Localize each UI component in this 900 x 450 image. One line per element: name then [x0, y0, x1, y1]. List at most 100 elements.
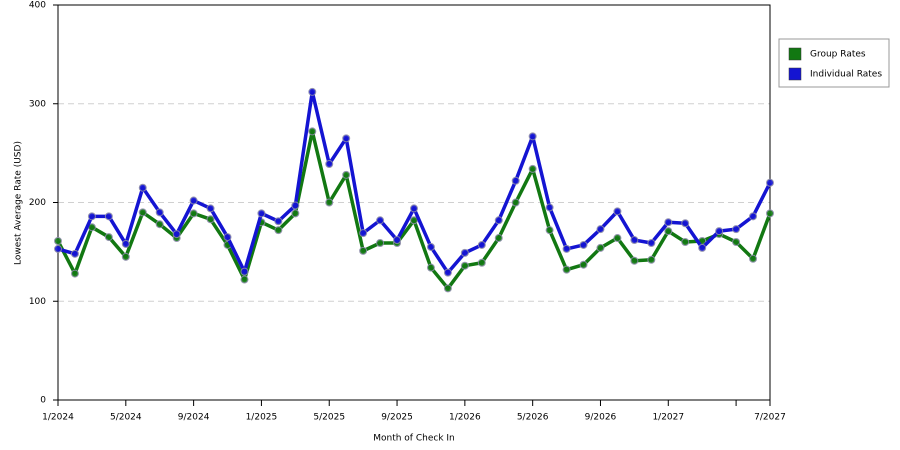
data-point [613, 207, 622, 216]
data-point [87, 212, 96, 221]
data-point [121, 239, 130, 248]
data-point [291, 201, 300, 210]
x-tick-label: 5/2024 [110, 413, 142, 423]
data-point [545, 203, 554, 212]
legend-label: Individual Rates [810, 70, 882, 80]
legend-swatch [788, 47, 802, 61]
data-point [359, 246, 368, 255]
data-point [291, 209, 300, 218]
data-point [766, 178, 774, 187]
data-point [732, 238, 741, 246]
data-point [359, 229, 368, 238]
data-point [104, 233, 113, 242]
data-point [376, 238, 385, 247]
data-point [240, 267, 249, 276]
data-point [70, 249, 79, 258]
data-point [494, 234, 503, 243]
x-tick-label: 9/2026 [585, 413, 617, 423]
y-tick-label: 300 [29, 99, 46, 109]
data-point [257, 209, 266, 218]
data-point [223, 233, 232, 242]
data-point [274, 226, 283, 235]
data-point [138, 183, 147, 192]
data-point [54, 244, 62, 253]
data-point [681, 219, 690, 228]
data-point [325, 198, 334, 207]
data-point [477, 258, 486, 267]
data-point [579, 260, 588, 269]
data-point [104, 212, 113, 221]
data-point [426, 242, 435, 251]
y-tick-label: 200 [29, 198, 46, 208]
data-point [698, 243, 707, 252]
y-axis-label: Lowest Average Rate (USD) [14, 141, 24, 265]
data-point [715, 227, 724, 236]
data-point [426, 263, 435, 272]
data-point [630, 236, 639, 245]
data-point [189, 196, 198, 205]
data-point [189, 209, 198, 218]
data-point [138, 208, 147, 217]
data-point [308, 127, 317, 136]
data-point [393, 236, 402, 245]
y-tick-label: 100 [29, 297, 46, 307]
data-point [647, 255, 656, 264]
data-point [749, 254, 758, 263]
data-point [325, 159, 334, 168]
data-point [494, 216, 503, 225]
x-tick-label: 5/2025 [313, 413, 345, 423]
data-point [342, 134, 351, 143]
x-tick-label: 5/2026 [517, 413, 549, 423]
data-point [545, 226, 554, 235]
data-point [528, 132, 537, 141]
data-point [511, 176, 520, 185]
y-tick-label: 400 [29, 1, 46, 11]
x-axis-label: Month of Check In [373, 434, 455, 444]
data-point [613, 234, 622, 243]
data-point [511, 198, 520, 207]
data-point [630, 256, 639, 265]
data-point [342, 170, 351, 179]
data-point [664, 227, 673, 236]
data-point [70, 269, 79, 278]
data-point [460, 248, 469, 257]
data-point [376, 216, 385, 225]
x-tick-label: 1/2026 [449, 413, 481, 423]
x-tick-label: 7/2027 [754, 413, 786, 423]
data-point [155, 220, 164, 229]
data-point [596, 225, 605, 234]
data-point [172, 230, 181, 239]
x-tick-label: 9/2025 [381, 413, 413, 423]
data-point [155, 208, 164, 217]
data-point [477, 240, 486, 249]
x-tick-label: 1/2025 [246, 413, 278, 423]
data-point [460, 261, 469, 270]
data-point [732, 225, 741, 234]
data-point [664, 218, 673, 227]
data-point [596, 243, 605, 252]
data-point [749, 212, 758, 221]
data-point [54, 237, 62, 246]
data-point [528, 164, 537, 173]
data-point [579, 240, 588, 249]
data-point [443, 284, 452, 293]
data-point [647, 238, 656, 247]
legend-label: Group Rates [810, 50, 866, 60]
y-tick-label: 0 [40, 396, 46, 406]
data-point [410, 204, 418, 213]
x-tick-label: 1/2027 [652, 413, 684, 423]
data-point [206, 204, 215, 213]
x-tick-label: 9/2024 [178, 413, 210, 423]
x-tick-label: 1/2024 [42, 413, 74, 423]
data-point [443, 268, 452, 277]
data-point [766, 209, 774, 218]
data-point [562, 244, 571, 253]
data-point [562, 265, 571, 274]
data-point [240, 275, 249, 284]
data-point [308, 87, 317, 96]
data-point [206, 215, 215, 224]
data-point [121, 252, 130, 261]
legend-swatch [788, 67, 802, 81]
series-line [57, 90, 772, 275]
